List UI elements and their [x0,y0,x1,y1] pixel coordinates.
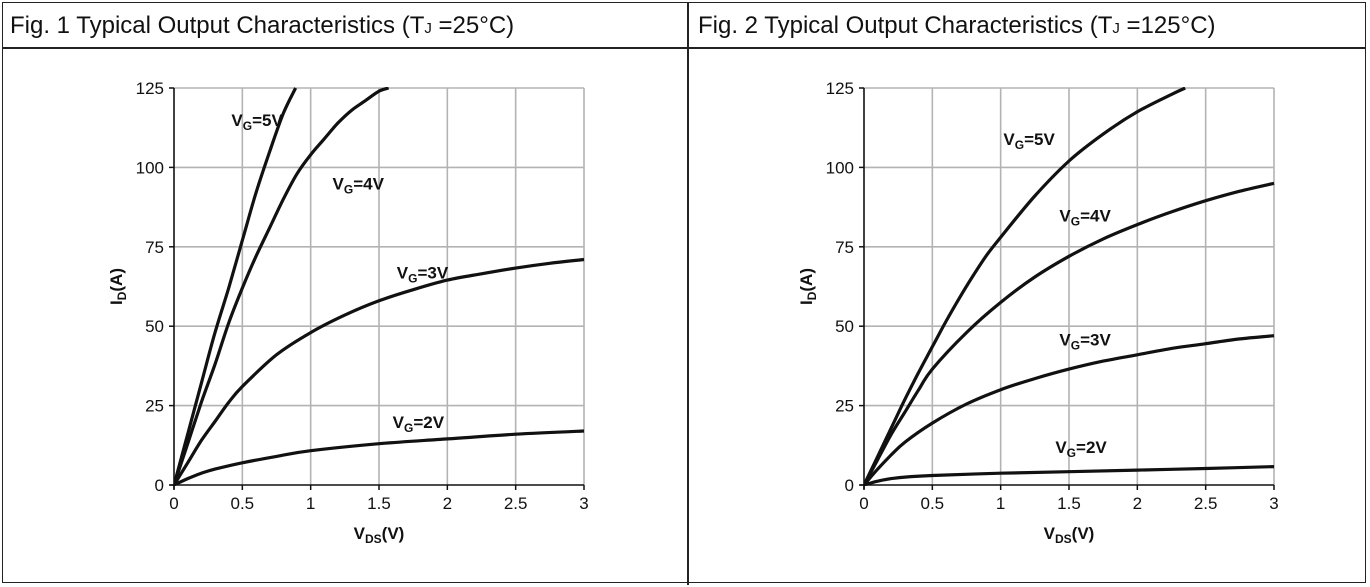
fig1-series-label: VG=2V [393,413,445,435]
fig2-y-tick-label: 75 [835,238,854,257]
fig1-title-prefix: Fig. 1 Typical Output Characteristics (T [10,12,425,39]
fig1-series-label: VG=4V [333,175,385,197]
fig2-series-vg5v [864,87,1186,486]
fig2-series-label: VG=3V [1059,330,1111,352]
fig1-y-tick-label: 50 [145,317,164,336]
fig1-title: Fig. 1 Typical Output Characteristics (T… [10,12,514,40]
fig2-chart: 0 0.5 1 1.5 2 2.5 3 0 25 50 75 100 125 VDS(V) ID(A) VG=… [797,79,1279,546]
fig1-series-label: VG=5V [231,111,283,133]
fig2-x-tick-label: 2 [1133,494,1142,513]
figure-divider [687,2,689,585]
fig1-x-tick-label: 2 [443,494,452,513]
fig2-x-tick-label: 1 [996,494,1005,513]
fig1-series-vg4v [174,87,390,486]
fig2-y-tick-label: 100 [826,158,854,177]
fig1-chart: 0 0.5 1 1.5 2 2.5 3 0 25 50 75 100 125 VDS(V) ID(A) VG=… [107,79,589,546]
fig1-x-tick-label: 0 [169,494,178,513]
fig2-y-tick-label: 0 [845,476,854,495]
fig2-x-axis-label: VDS(V) [1044,524,1095,546]
fig1-x-tick-label: 0.5 [231,494,255,513]
fig2-series-label: VG=5V [1003,130,1055,152]
fig2-y-tick-label: 125 [826,79,854,98]
fig1-y-tick-label: 100 [136,158,164,177]
fig2-series-vg2v [864,465,1275,486]
fig1-x-axis-label: VDS(V) [354,524,405,546]
fig1-y-tick-label: 75 [145,238,164,257]
fig2-title-sub: J [1112,20,1120,37]
fig1-y-axis-label: ID(A) [107,268,129,305]
fig1-x-tick-label: 3 [579,494,588,513]
fig1-y-tick-label: 125 [136,79,164,98]
fig1-y-tick-label: 0 [155,476,164,495]
fig2-x-tick-label: 1.5 [1057,494,1081,513]
fig2-grid [864,87,1275,485]
fig2-series-label: VG=2V [1055,438,1107,460]
fig2-x-tick-label: 3 [1269,494,1278,513]
fig1-series-vg2v [174,429,585,486]
fig1-x-tick-label: 2.5 [504,494,528,513]
fig1-x-tick-label: 1.5 [367,494,391,513]
fig2-x-tick-label: 2.5 [1194,494,1218,513]
fig2-series-vg4v [864,181,1275,486]
fig2-title: Fig. 2 Typical Output Characteristics (T… [698,12,1216,40]
fig2-x-tick-label: 0 [859,494,868,513]
fig2-y-tick-label: 25 [835,397,854,416]
fig2-series-vg3v [864,334,1275,486]
fig1-grid [174,87,585,485]
fig1-series-vg3v [174,257,585,486]
fig2-y-tick-label: 50 [835,317,854,336]
fig1-y-tick-label: 25 [145,397,164,416]
fig2-y-axis-label: ID(A) [797,268,819,305]
fig1-x-tick-label: 1 [306,494,315,513]
fig2-title-suffix: =125°C) [1119,12,1216,39]
fig2-x-tick-label: 0.5 [921,494,945,513]
fig1-title-sub: J [424,20,432,37]
title-divider [2,47,1366,49]
fig1-series-vg5v [174,87,298,486]
fig1-series-label: VG=3V [397,264,449,286]
fig2-title-prefix: Fig. 2 Typical Output Characteristics (T [698,12,1113,39]
fig2-series-label: VG=4V [1059,206,1111,228]
fig1-title-suffix: =25°C) [431,12,515,39]
